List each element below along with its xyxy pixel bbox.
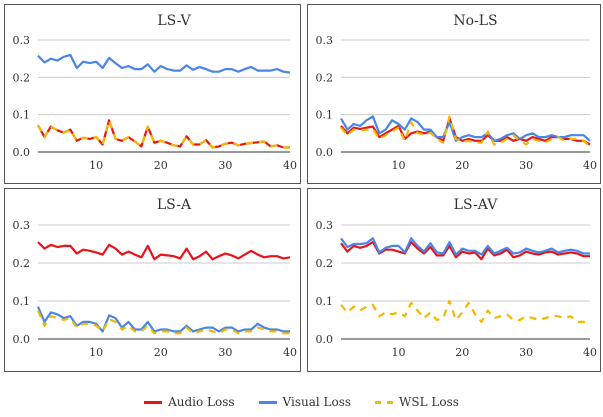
y-tick-label: 0.1 — [13, 295, 31, 308]
y-tick-label: 0.3 — [13, 219, 31, 232]
y-tick-label: 0.2 — [13, 257, 31, 270]
y-tick-label: 0.0 — [316, 146, 334, 159]
x-tick-label: 30 — [218, 346, 232, 359]
series-line-visual-loss — [340, 237, 590, 256]
panel-frame — [4, 188, 301, 372]
x-tick-label: 10 — [89, 159, 103, 172]
chart-panel-2: No-LS 0.0 0.1 0.2 0.3 10 20 30 40 — [307, 4, 601, 184]
x-tick-label: 30 — [519, 346, 533, 359]
y-tick-label: 0.1 — [13, 109, 31, 122]
y-tick-label: 0.2 — [13, 71, 31, 84]
legend: Audio Loss Visual Loss WSL Loss — [0, 392, 603, 412]
y-tick-label: 0.3 — [316, 34, 334, 47]
chart-panel-4: LS-AV 0.0 0.1 0.2 0.3 10 20 30 40 — [307, 188, 601, 372]
y-tick-label: 0.0 — [316, 333, 334, 346]
x-tick-label: 30 — [519, 159, 533, 172]
x-tick-label: 10 — [391, 159, 405, 172]
panel-frame — [307, 188, 601, 372]
y-tick-label: 0.2 — [316, 257, 334, 270]
x-tick-label: 30 — [218, 159, 232, 172]
y-tick-label: 0.0 — [13, 333, 31, 346]
y-tick-label: 0.0 — [13, 146, 31, 159]
series-line-wsl-loss — [340, 115, 591, 148]
x-tick-label: 20 — [154, 346, 168, 359]
series-line-audio-loss — [37, 241, 291, 261]
legend-swatch-visual — [258, 400, 277, 404]
chart-title: LS-AV — [454, 197, 499, 213]
x-tick-label: 10 — [89, 346, 103, 359]
x-tick-label: 20 — [455, 159, 469, 172]
legend-label-audio: Audio Loss — [168, 395, 235, 409]
panel-frame — [4, 4, 301, 184]
chart-title: LS-A — [157, 197, 192, 213]
panel-frame — [307, 4, 601, 184]
series-line-audio-loss — [340, 117, 591, 146]
chart-title: No-LS — [453, 13, 497, 29]
series-line-wsl-loss — [37, 119, 290, 149]
series-line-visual-loss — [340, 115, 591, 142]
y-tick-label: 0.3 — [13, 34, 31, 47]
legend-item-audio: Audio Loss — [144, 395, 235, 409]
chart-panel-1: LS-V 0.0 0.1 0.2 0.3 10 20 30 40 — [4, 4, 301, 184]
y-tick-label: 0.2 — [316, 71, 334, 84]
legend-swatch-audio — [144, 400, 163, 404]
legend-label-wsl: WSL Loss — [399, 395, 459, 409]
x-tick-label: 40 — [583, 159, 597, 172]
x-tick-label: 10 — [391, 346, 405, 359]
series-line-wsl-loss — [36, 310, 290, 335]
series-line-visual-loss — [37, 53, 291, 74]
chart-panel-3: LS-A 0.0 0.1 0.2 0.3 10 20 30 40 — [4, 188, 301, 372]
y-tick-label: 0.3 — [316, 219, 334, 232]
legend-label-visual: Visual Loss — [282, 395, 352, 409]
y-tick-label: 0.1 — [316, 109, 334, 122]
legend-item-wsl: WSL Loss — [375, 395, 459, 409]
x-tick-label: 40 — [283, 159, 297, 172]
series-line-visual-loss — [36, 306, 290, 333]
x-tick-label: 40 — [583, 346, 597, 359]
chart-title: LS-V — [157, 13, 191, 29]
y-tick-label: 0.1 — [316, 295, 334, 308]
series-line-audio-loss — [340, 241, 590, 261]
legend-swatch-wsl — [375, 400, 394, 404]
legend-item-visual: Visual Loss — [258, 395, 352, 409]
x-tick-label: 20 — [455, 346, 469, 359]
x-tick-label: 20 — [154, 159, 168, 172]
series-line-wsl-loss — [340, 299, 590, 323]
x-tick-label: 40 — [283, 346, 297, 359]
